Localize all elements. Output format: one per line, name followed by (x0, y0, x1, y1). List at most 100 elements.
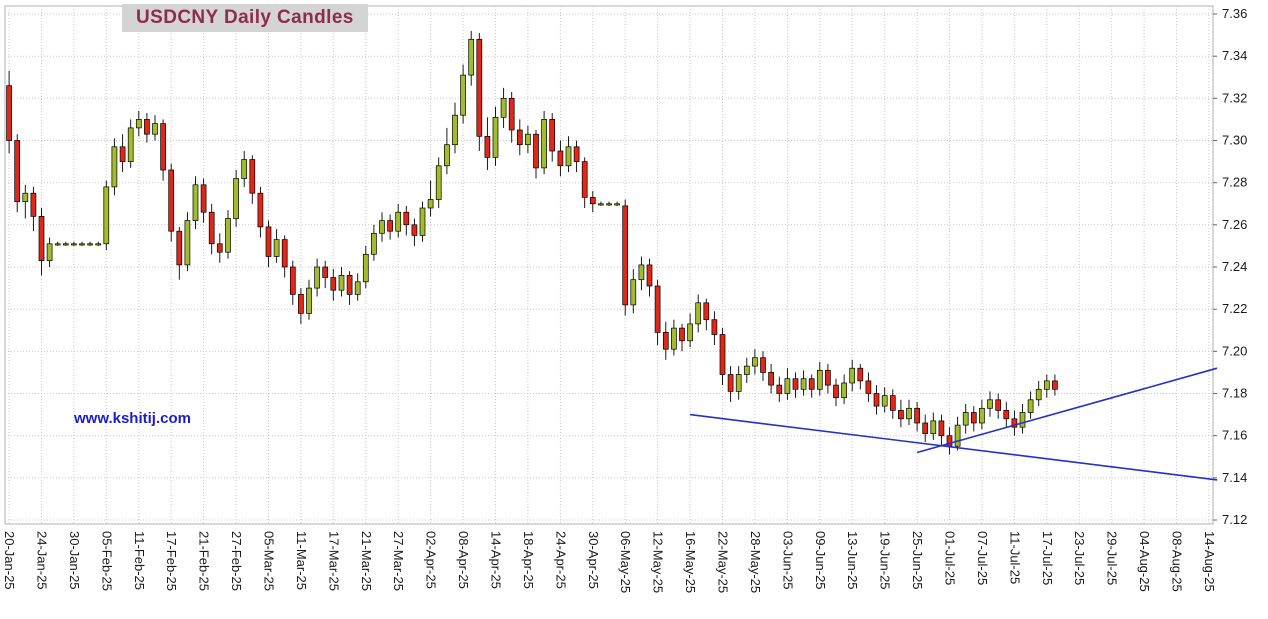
candle-up (906, 407, 912, 420)
candle-up (671, 327, 677, 350)
x-tick-label: 06-May-25 (618, 531, 633, 593)
candle-down (654, 285, 661, 333)
candle-up (135, 119, 142, 129)
x-tick-label: 11-Jul-25 (1007, 531, 1022, 584)
chart-title: USDCNY Daily Candles (122, 4, 368, 32)
candle-up (492, 116, 499, 158)
y-tick-label: 7.14 (1222, 470, 1247, 485)
candle-up (54, 243, 61, 246)
candle-down (289, 266, 296, 295)
trendline (916, 367, 1218, 454)
candle-up (979, 407, 985, 424)
candle-up (752, 357, 758, 367)
candle-up (800, 378, 807, 390)
candle-up (87, 243, 93, 246)
x-tick-label: 07-Jul-25 (975, 531, 990, 585)
candle-up (111, 146, 118, 188)
candle-up (241, 159, 248, 179)
candle-down (703, 302, 710, 321)
y-tick-label: 7.28 (1222, 175, 1247, 190)
candle-down (298, 294, 304, 314)
candle-down (38, 216, 45, 262)
x-tick-label: 28-May-25 (748, 531, 763, 593)
candle-up (362, 253, 369, 283)
candle-up (525, 133, 531, 146)
candle-down (711, 319, 718, 335)
candle-down (176, 230, 183, 266)
candle-up (379, 220, 385, 234)
x-tick-label: 27-Feb-25 (229, 531, 244, 591)
candle-up (306, 287, 312, 314)
candle-down (249, 159, 256, 194)
x-tick-label: 25-Jun-25 (910, 531, 925, 590)
candle-down (484, 135, 491, 158)
x-tick-label: 05-Mar-25 (262, 531, 277, 591)
x-tick-label: 03-Jun-25 (780, 531, 795, 590)
x-tick-label: 17-Jul-25 (1040, 531, 1055, 585)
candle-down (646, 264, 653, 287)
x-tick-label: 17-Mar-25 (326, 531, 341, 591)
candle-down (322, 266, 329, 278)
candle-up (630, 279, 637, 306)
candle-up (735, 374, 742, 392)
candle-up (1027, 399, 1034, 413)
y-tick-label: 7.32 (1222, 90, 1247, 105)
x-tick-label: 14-Aug-25 (1202, 531, 1217, 592)
candle-up (841, 382, 847, 399)
x-tick-label: 01-Jul-25 (943, 531, 958, 585)
candle-down (938, 420, 945, 437)
candle-down (160, 123, 166, 171)
candle-down (330, 277, 337, 291)
candle-up (743, 365, 750, 375)
candle-down (995, 399, 1002, 411)
candle-down (914, 407, 920, 424)
y-tick-label: 7.22 (1222, 301, 1247, 316)
candle-down (30, 192, 37, 217)
candle-down (573, 146, 580, 162)
candle-down (581, 161, 588, 198)
y-tick-label: 7.18 (1222, 386, 1247, 401)
candle-down (549, 119, 556, 152)
candle-up (444, 144, 450, 167)
x-tick-label: 11-Feb-25 (132, 531, 147, 590)
y-tick-label: 7.26 (1222, 217, 1247, 232)
x-tick-label: 02-Apr-25 (424, 531, 439, 589)
candle-up (71, 243, 77, 246)
y-tick-label: 7.24 (1222, 259, 1247, 274)
x-tick-label: 22-May-25 (716, 531, 731, 593)
candle-up (565, 146, 572, 167)
candle-down (1003, 410, 1010, 420)
candle-up (954, 424, 961, 447)
candle-up (541, 119, 547, 169)
candle-down (387, 220, 393, 232)
candle-up (354, 281, 361, 295)
x-tick-label: 05-Feb-25 (99, 531, 114, 591)
candle-down (533, 133, 539, 169)
candle-up (79, 243, 85, 246)
candle-up (695, 302, 702, 325)
candle-up (606, 203, 612, 206)
candle-down (857, 367, 864, 382)
candle-down (589, 197, 596, 205)
candle-up (419, 207, 426, 236)
candle-down (411, 224, 418, 236)
x-tick-label: 30-Jan-25 (67, 531, 82, 590)
x-tick-label: 04-Aug-25 (1137, 531, 1152, 592)
candle-up (184, 220, 191, 266)
candle-down (622, 205, 629, 306)
x-tick-label: 19-Jun-25 (878, 531, 893, 590)
candle-down (281, 239, 288, 268)
candle-up (395, 211, 402, 232)
candle-up (881, 395, 888, 407)
candle-down (922, 422, 929, 434)
y-tick-label: 7.30 (1222, 133, 1247, 148)
x-tick-label: 24-Jan-25 (35, 531, 50, 590)
candle-up (95, 243, 102, 246)
candle-up (687, 323, 693, 342)
candle-down (6, 85, 12, 141)
candle-up (103, 186, 110, 245)
y-tick-label: 7.16 (1222, 428, 1247, 443)
candle-up (452, 114, 458, 146)
x-tick-label: 21-Mar-25 (359, 531, 374, 591)
